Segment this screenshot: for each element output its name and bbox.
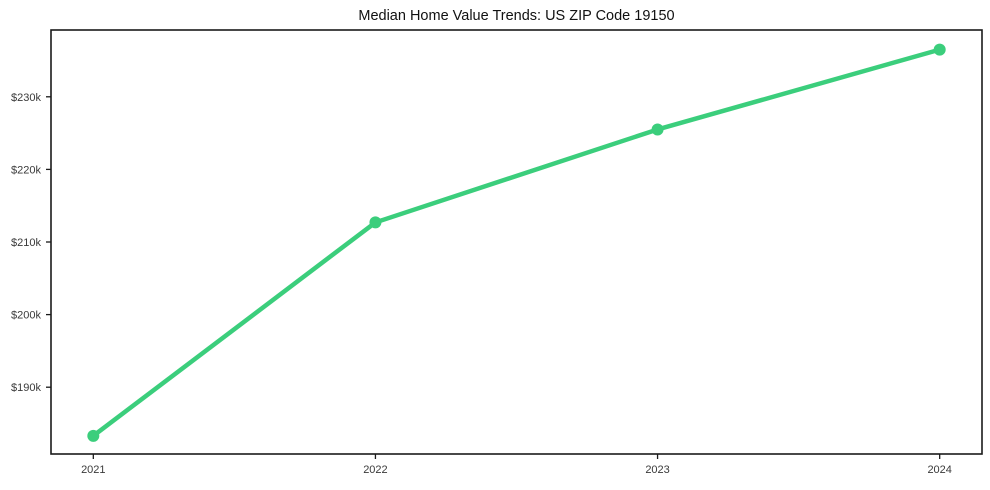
- x-tick-label: 2022: [363, 464, 387, 476]
- y-tick-label: $200k: [11, 310, 41, 322]
- data-point-marker: [651, 123, 664, 136]
- y-tick-label: $190k: [11, 382, 41, 394]
- y-tick-label: $210k: [11, 237, 41, 249]
- x-tick-label: 2024: [927, 464, 951, 476]
- x-tick-label: 2021: [81, 464, 105, 476]
- plot-frame: [50, 29, 983, 455]
- y-tick-label: $220k: [11, 164, 41, 176]
- trend-line: [91, 47, 942, 439]
- x-tick-label: 2023: [645, 464, 669, 476]
- y-tick-label: $230k: [11, 92, 41, 104]
- chart-title: Median Home Value Trends: US ZIP Code 19…: [358, 8, 675, 24]
- data-point-marker: [933, 43, 946, 56]
- data-point-marker: [369, 216, 382, 229]
- data-point-marker: [87, 429, 100, 442]
